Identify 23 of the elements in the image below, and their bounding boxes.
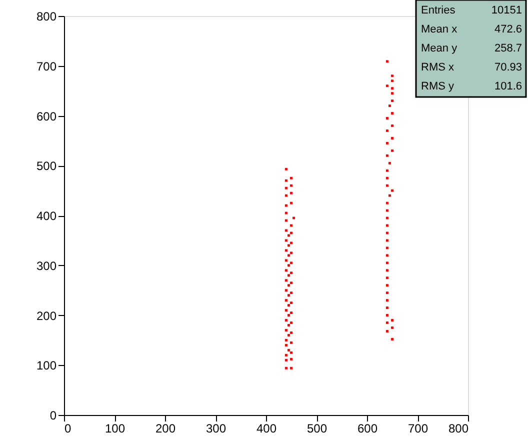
x-tick-label: 600 <box>357 422 378 436</box>
y-tick-label: 800 <box>36 10 57 24</box>
y-tick-label: 200 <box>36 308 57 323</box>
x-tick-label: 300 <box>206 422 226 436</box>
y-tick-label: 400 <box>36 209 57 223</box>
text: RMS y 101.6 <box>421 80 522 92</box>
x-tick-label: 800 <box>448 422 469 436</box>
text: Mean y 258.7 <box>421 42 522 54</box>
text: RMS x 70.93 <box>421 62 522 74</box>
y-tick-label: 700 <box>36 59 57 74</box>
x-tick-label: 400 <box>256 422 277 436</box>
y-tick-label: 600 <box>36 109 57 124</box>
x-tick-label: 700 <box>408 422 428 436</box>
x-tick-label: 100 <box>104 422 126 436</box>
x-tick-label: 500 <box>306 422 328 436</box>
y-tick-label: 100 <box>36 358 57 373</box>
text: Mean x 472.6 <box>421 24 522 36</box>
text: Entries 10151 <box>421 4 522 16</box>
y-tick-label: 500 <box>36 159 57 174</box>
y-tick-label: 0 <box>50 408 57 422</box>
x-tick-label: 0 <box>64 422 72 436</box>
y-tick-label: 300 <box>36 258 57 273</box>
x-tick-label: 200 <box>155 422 176 436</box>
